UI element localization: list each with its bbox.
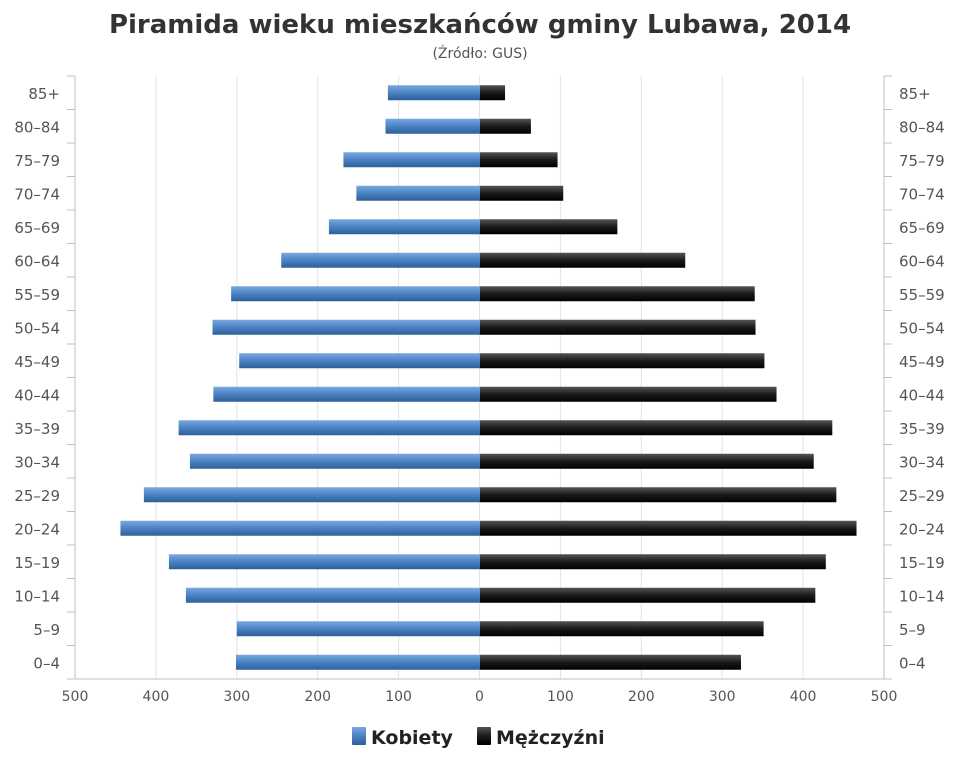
category-label-left: 20–24 <box>14 520 60 538</box>
bar-mezczyzni-30–34 <box>480 453 814 469</box>
bar-mezczyzni-55–59 <box>480 286 755 302</box>
legend-label: Mężczyźni <box>496 727 605 749</box>
category-label-right: 40–44 <box>899 386 945 404</box>
x-axis-tick-labels: 500 400 300 200 100 0 100 200 300 400 500 <box>62 689 898 705</box>
bar-mezczyzni-40–44 <box>480 386 777 402</box>
bar-kobiety-40–44 <box>213 386 481 402</box>
category-label-left: 65–69 <box>14 219 60 237</box>
bar-kobiety-0–4 <box>235 654 480 670</box>
x-tick-label: 500 <box>871 689 898 705</box>
category-label-left: 50–54 <box>14 319 60 337</box>
category-labels-right: 0–4 5–9 10–14 15–19 20–24 25–29 30–34 35–39 40–4… <box>899 85 945 673</box>
category-label-right: 60–64 <box>899 252 945 270</box>
category-label-right: 85+ <box>899 85 931 103</box>
category-label-left: 70–74 <box>14 185 60 203</box>
bar-mezczyzni-45–49 <box>480 353 765 369</box>
bar-kobiety-65–69 <box>328 219 480 235</box>
category-label-right: 30–34 <box>899 453 945 471</box>
bar-mezczyzni-10–14 <box>480 587 816 603</box>
bar-mezczyzni-15–19 <box>480 554 826 570</box>
bar-mezczyzni-75–79 <box>480 152 558 168</box>
x-tick-label: 400 <box>143 689 170 705</box>
bar-mezczyzni-50–54 <box>480 319 756 335</box>
category-label-left: 35–39 <box>14 420 60 438</box>
category-label-right: 35–39 <box>899 420 945 438</box>
category-label-left: 5–9 <box>33 621 60 639</box>
bar-mezczyzni-80–84 <box>480 118 531 134</box>
category-label-right: 45–49 <box>899 353 945 371</box>
legend-item-kobiety[interactable]: Kobiety <box>352 727 454 749</box>
bar-kobiety-85+ <box>387 85 480 101</box>
x-tick-label: 300 <box>709 689 736 705</box>
bar-mezczyzni-0–4 <box>480 654 741 670</box>
category-label-right: 25–29 <box>899 487 945 505</box>
category-label-right: 65–69 <box>899 219 945 237</box>
bar-kobiety-75–79 <box>343 152 480 168</box>
category-label-left: 85+ <box>28 85 60 103</box>
bar-kobiety-20–24 <box>120 520 480 536</box>
category-label-right: 15–19 <box>899 554 945 572</box>
x-tick-label: 0 <box>475 689 484 705</box>
bar-kobiety-70–74 <box>356 185 480 201</box>
legend-item-mezczyzni[interactable]: Mężczyźni <box>477 727 605 749</box>
bar-mezczyzni-5–9 <box>480 621 764 637</box>
series-mezczyzni-bars <box>480 85 857 670</box>
bar-kobiety-45–49 <box>239 353 480 369</box>
bar-kobiety-60–64 <box>281 252 480 268</box>
bar-kobiety-10–14 <box>185 587 480 603</box>
category-label-left: 10–14 <box>14 587 60 605</box>
legend-swatch <box>352 727 366 745</box>
bar-kobiety-25–29 <box>143 487 480 503</box>
legend-swatch <box>477 727 491 745</box>
category-label-left: 75–79 <box>14 152 60 170</box>
category-label-right: 70–74 <box>899 185 945 203</box>
category-label-left: 55–59 <box>14 286 60 304</box>
bar-mezczyzni-65–69 <box>480 219 618 235</box>
category-label-right: 5–9 <box>899 621 926 639</box>
bar-kobiety-5–9 <box>236 621 480 637</box>
chart-title: Piramida wieku mieszkańców gminy Lubawa,… <box>109 10 851 40</box>
category-label-right: 0–4 <box>899 654 926 672</box>
category-label-right: 20–24 <box>899 520 945 538</box>
category-label-left: 80–84 <box>14 118 60 136</box>
x-tick-label: 500 <box>62 689 89 705</box>
chart-subtitle: (Źródło: GUS) <box>432 44 527 62</box>
x-tick-label: 400 <box>790 689 817 705</box>
bar-mezczyzni-20–24 <box>480 520 857 536</box>
category-label-left: 40–44 <box>14 386 60 404</box>
category-label-right: 55–59 <box>899 286 945 304</box>
series-kobiety-bars <box>120 85 481 670</box>
category-label-right: 10–14 <box>899 587 945 605</box>
category-label-left: 25–29 <box>14 487 60 505</box>
bar-kobiety-30–34 <box>189 453 481 469</box>
bar-kobiety-55–59 <box>231 286 480 302</box>
bar-mezczyzni-60–64 <box>480 252 686 268</box>
category-labels-left: 0–4 5–9 10–14 15–19 20–24 25–29 30–34 35–39 40–4… <box>14 85 60 673</box>
category-label-left: 30–34 <box>14 453 60 471</box>
x-tick-label: 200 <box>628 689 655 705</box>
category-label-left: 45–49 <box>14 353 60 371</box>
bar-kobiety-15–19 <box>168 554 481 570</box>
legend[interactable]: Kobiety Mężczyźni <box>352 727 605 749</box>
bar-kobiety-80–84 <box>385 118 480 134</box>
bar-mezczyzni-70–74 <box>480 185 564 201</box>
x-tick-label: 300 <box>223 689 250 705</box>
category-label-right: 80–84 <box>899 118 945 136</box>
x-tick-label: 200 <box>304 689 331 705</box>
category-label-left: 15–19 <box>14 554 60 572</box>
category-label-right: 75–79 <box>899 152 945 170</box>
bar-kobiety-50–54 <box>212 319 480 335</box>
category-label-left: 60–64 <box>14 252 60 270</box>
bar-mezczyzni-85+ <box>480 85 506 101</box>
x-tick-label: 100 <box>385 689 412 705</box>
bar-kobiety-35–39 <box>178 420 480 436</box>
bar-mezczyzni-35–39 <box>480 420 833 436</box>
x-tick-label: 100 <box>547 689 574 705</box>
category-label-right: 50–54 <box>899 319 945 337</box>
axes <box>67 75 892 680</box>
legend-label: Kobiety <box>371 727 454 749</box>
bar-mezczyzni-25–29 <box>480 487 837 503</box>
category-label-left: 0–4 <box>33 654 60 672</box>
